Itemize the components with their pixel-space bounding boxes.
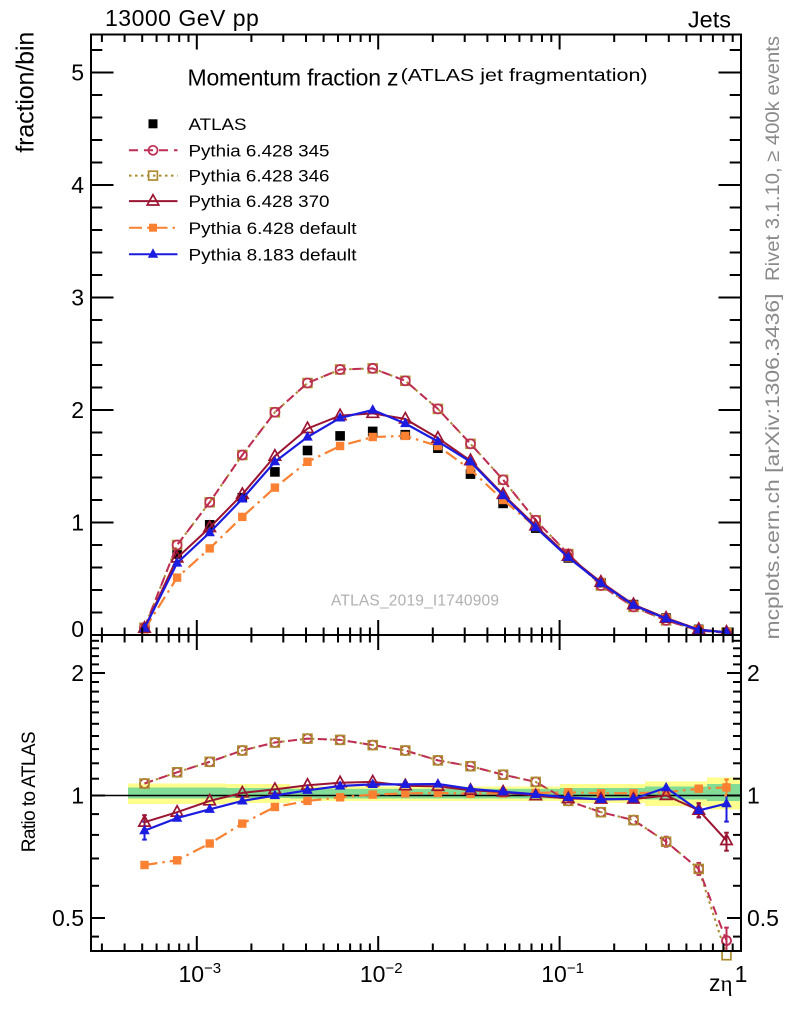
svg-text:2: 2 [71, 660, 84, 686]
svg-text:Pythia 6.428 default: Pythia 6.428 default [189, 219, 357, 238]
svg-text:mcplots.cern.ch [arXiv:1306.34: mcplots.cern.ch [arXiv:1306.3436] [762, 294, 784, 640]
svg-text:Pythia 6.428 345: Pythia 6.428 345 [189, 141, 330, 160]
svg-text:fraction/bin: fraction/bin [12, 32, 40, 153]
svg-text:2: 2 [71, 397, 84, 423]
svg-text:ATLAS: ATLAS [189, 115, 247, 134]
svg-text:1: 1 [71, 510, 84, 536]
svg-text:2: 2 [747, 660, 760, 686]
svg-text:1: 1 [735, 961, 748, 987]
svg-text:Jets: Jets [688, 7, 731, 33]
svg-text:Momentum fraction z: Momentum fraction z [188, 65, 399, 91]
svg-text:5: 5 [71, 60, 84, 86]
svg-text:Rivet 3.1.10, ≥ 400k events: Rivet 3.1.10, ≥ 400k events [762, 36, 784, 281]
svg-text:Pythia 6.428 370: Pythia 6.428 370 [189, 192, 330, 211]
svg-text:13000 GeV pp: 13000 GeV pp [105, 5, 259, 31]
svg-text:1: 1 [71, 783, 84, 809]
svg-text:Pythia 8.183 default: Pythia 8.183 default [189, 245, 357, 264]
svg-text:0.5: 0.5 [52, 905, 84, 931]
svg-text:0: 0 [71, 616, 84, 642]
svg-text:zη: zη [709, 970, 733, 996]
svg-text:4: 4 [71, 172, 84, 198]
svg-text:3: 3 [71, 285, 84, 311]
svg-text:Pythia 6.428 346: Pythia 6.428 346 [189, 167, 330, 186]
svg-text:1: 1 [747, 783, 760, 809]
svg-text:Ratio to ATLAS: Ratio to ATLAS [19, 731, 40, 852]
svg-text:(ATLAS jet fragmentation): (ATLAS jet fragmentation) [401, 65, 648, 85]
svg-text:0.5: 0.5 [747, 905, 779, 931]
svg-text:10−3: 10−3 [178, 960, 221, 987]
svg-text:ATLAS_2019_I1740909: ATLAS_2019_I1740909 [331, 593, 499, 610]
